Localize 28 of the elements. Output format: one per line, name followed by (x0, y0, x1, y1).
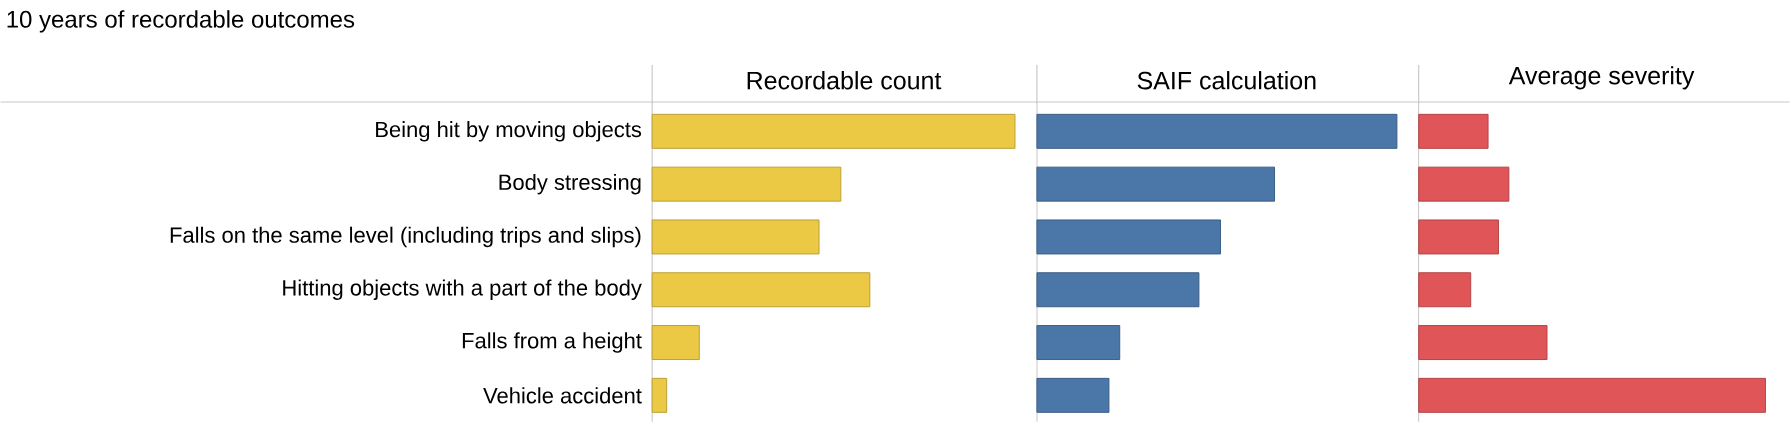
bar (1418, 219, 1499, 255)
bar (651, 272, 871, 308)
bar (1036, 377, 1110, 413)
text: 10 years of recordable outcomes (7, 10, 355, 33)
bar (1036, 113, 1398, 149)
y-tick-label: Vehicle accident (483, 387, 642, 404)
bar (1418, 324, 1548, 360)
bar (651, 166, 842, 202)
y-tick-label: Body stressing (499, 173, 641, 195)
y-tick-label: Falls from a height (462, 332, 642, 353)
bar (651, 219, 820, 255)
bar (1418, 113, 1489, 149)
y-tick-label: Falls on the same level (including trips and slips) (170, 226, 641, 248)
chart-title: Recordable count (747, 70, 942, 90)
bar (651, 377, 668, 413)
bar (1036, 166, 1276, 202)
bar (1036, 272, 1200, 308)
y-tick-label: Hitting objects with a part of the body (283, 279, 642, 300)
chart-title: Average severity (1508, 66, 1695, 90)
bar (1418, 166, 1510, 202)
bar (1418, 377, 1766, 413)
chart-title: SAIF calculation (1137, 70, 1316, 90)
bar (1036, 324, 1121, 360)
bar (651, 324, 700, 360)
bar (651, 113, 1016, 149)
bar (1036, 219, 1222, 255)
bar (1418, 272, 1472, 308)
y-tick-label: Being hit by moving objects (376, 120, 642, 142)
